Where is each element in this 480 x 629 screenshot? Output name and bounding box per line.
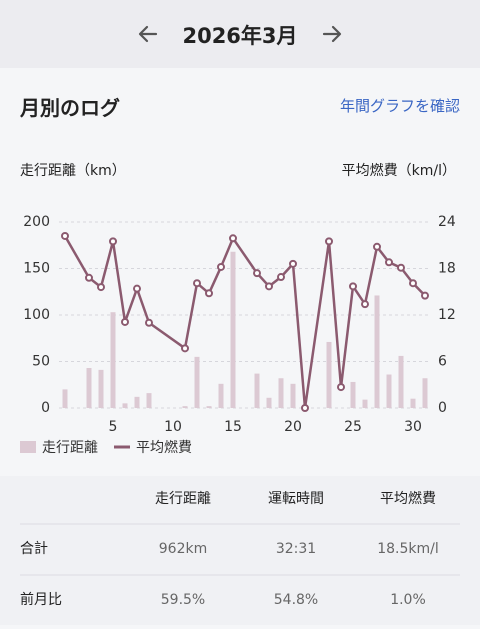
x-tick-label: 25 xyxy=(344,419,362,435)
fuel-point xyxy=(133,284,141,293)
y2-tick-label: 12 xyxy=(438,307,456,323)
x-tick-label: 5 xyxy=(109,419,118,435)
bar xyxy=(350,381,356,408)
bar xyxy=(386,374,392,408)
month-title: 2026年3月 xyxy=(182,24,298,48)
bar xyxy=(326,341,332,408)
fuel-point xyxy=(349,282,357,291)
bar xyxy=(98,369,104,408)
prev-month-button[interactable] xyxy=(136,22,160,46)
bar xyxy=(134,396,140,408)
fuel-point xyxy=(337,383,345,392)
bar xyxy=(422,378,428,408)
bar xyxy=(194,356,200,408)
fuel-point xyxy=(85,273,93,282)
x-tick-label: 15 xyxy=(224,419,242,435)
y-axis-title: 走行距離（km） xyxy=(20,162,126,179)
y-tick-label: 50 xyxy=(32,354,50,370)
bar xyxy=(278,378,284,408)
fuel-point xyxy=(205,289,213,298)
fuel-point xyxy=(385,258,393,267)
y2-tick-label: 18 xyxy=(438,261,456,277)
bar xyxy=(182,406,188,408)
next-month-button[interactable] xyxy=(320,22,344,46)
fuel-point xyxy=(121,317,129,326)
chart: 走行距離（km） 平均燃費（km/l） 0 50 100 150 200 0 6 12 18 24 5 1… xyxy=(20,162,456,456)
bar xyxy=(398,355,404,408)
fuel-point xyxy=(397,263,405,272)
cell: 54.8% xyxy=(274,592,318,608)
fuel-point xyxy=(253,269,261,278)
row-label: 前月比 xyxy=(20,591,62,608)
cell: 962km xyxy=(159,541,207,557)
fuel-point xyxy=(361,300,369,309)
bar xyxy=(86,368,92,408)
fuel-point xyxy=(61,231,69,240)
y-tick-label: 200 xyxy=(23,214,50,230)
row-label: 合計 xyxy=(20,541,48,557)
fuel-point xyxy=(373,242,381,251)
fuel-point xyxy=(109,237,117,246)
y2-tick-label: 6 xyxy=(438,354,447,370)
fuel-point xyxy=(325,237,333,246)
fuel-point xyxy=(97,283,105,292)
column-header: 運転時間 xyxy=(268,491,324,507)
y2-axis-title: 平均燃費（km/l） xyxy=(342,162,456,179)
y-tick-label: 100 xyxy=(23,307,50,323)
bar xyxy=(410,398,416,408)
legend-label: 走行距離 xyxy=(42,439,98,456)
cell: 32:31 xyxy=(276,541,316,557)
fuel-point xyxy=(217,262,225,271)
legend-swatch xyxy=(20,441,36,453)
column-header: 平均燃費 xyxy=(380,490,436,507)
bar xyxy=(218,383,224,408)
bar xyxy=(254,373,260,408)
fuel-point xyxy=(289,259,297,268)
fuel-point xyxy=(265,282,273,291)
bar xyxy=(62,389,68,408)
y2-tick-label: 0 xyxy=(438,400,447,416)
bar xyxy=(122,403,128,408)
x-tick-label: 30 xyxy=(404,419,422,435)
fuel-point xyxy=(145,318,153,327)
bar xyxy=(374,295,380,408)
fuel-point xyxy=(277,273,285,282)
bar xyxy=(206,406,212,408)
summary-table: 走行距離 運転時間 平均燃費合計 962km 32:31 18.5km/l 前月比 59.5%… xyxy=(0,476,480,625)
x-tick-label: 20 xyxy=(284,419,302,435)
legend-label: 平均燃費 xyxy=(136,439,192,456)
bar xyxy=(290,383,296,408)
month-header: 2026年3月 xyxy=(0,0,480,68)
annual-graph-link[interactable]: 年間グラフを確認 xyxy=(339,97,460,115)
fuel-point xyxy=(409,279,417,288)
cell: 59.5% xyxy=(161,592,205,608)
fuel-point xyxy=(301,404,309,412)
x-tick-label: 10 xyxy=(164,419,182,435)
bar xyxy=(362,399,368,408)
y2-tick-label: 24 xyxy=(438,214,456,230)
section-title: 月別のログ xyxy=(20,96,120,120)
bar xyxy=(230,251,236,408)
fuel-point xyxy=(421,291,429,300)
fuel-point xyxy=(193,279,201,288)
cell: 18.5km/l xyxy=(377,541,439,557)
fuel-point xyxy=(181,344,189,353)
cell: 1.0% xyxy=(390,592,426,608)
fuel-line xyxy=(63,235,426,410)
bar xyxy=(266,397,272,408)
bar xyxy=(110,312,116,408)
column-header: 走行距離 xyxy=(155,490,211,507)
y-tick-label: 150 xyxy=(23,261,50,277)
fuel-point xyxy=(229,234,237,243)
bar xyxy=(146,393,152,408)
y-tick-label: 0 xyxy=(41,400,50,416)
